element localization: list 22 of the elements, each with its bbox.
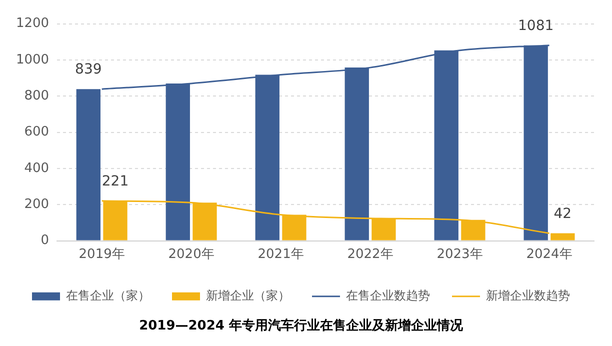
y-tick-label: 600 — [24, 124, 50, 140]
y-tick-label: 0 — [40, 233, 50, 248]
x-tick-label: 2020年 — [168, 246, 214, 262]
legend-label: 新增企业数趋势 — [486, 288, 570, 303]
y-tick-label: 800 — [24, 88, 50, 104]
x-tick-label: 2019年 — [78, 246, 125, 262]
x-tick-label: 2021年 — [258, 246, 304, 262]
legend-label: 新增企业（家） — [206, 288, 290, 303]
data-label: 221 — [102, 173, 129, 190]
y-tick-label: 1000 — [16, 52, 50, 68]
x-tick-label: 2022年 — [347, 246, 394, 262]
y-tick-label: 200 — [24, 197, 50, 212]
data-label: 1081 — [518, 18, 554, 34]
legend-label: 在售企业数趋势 — [346, 288, 430, 303]
data-label: 839 — [75, 62, 102, 78]
data-label: 42 — [554, 206, 572, 222]
x-tick-label: 2023年 — [436, 246, 483, 262]
text: 2019—2024 年专用汽车行业在售企业及新增企业情况 — [139, 318, 464, 334]
y-tick-label: 400 — [24, 160, 50, 176]
y-tick-label: 1200 — [16, 16, 50, 32]
x-tick-label: 2024年 — [526, 246, 572, 262]
legend-label: 在售企业（家） — [66, 288, 150, 303]
